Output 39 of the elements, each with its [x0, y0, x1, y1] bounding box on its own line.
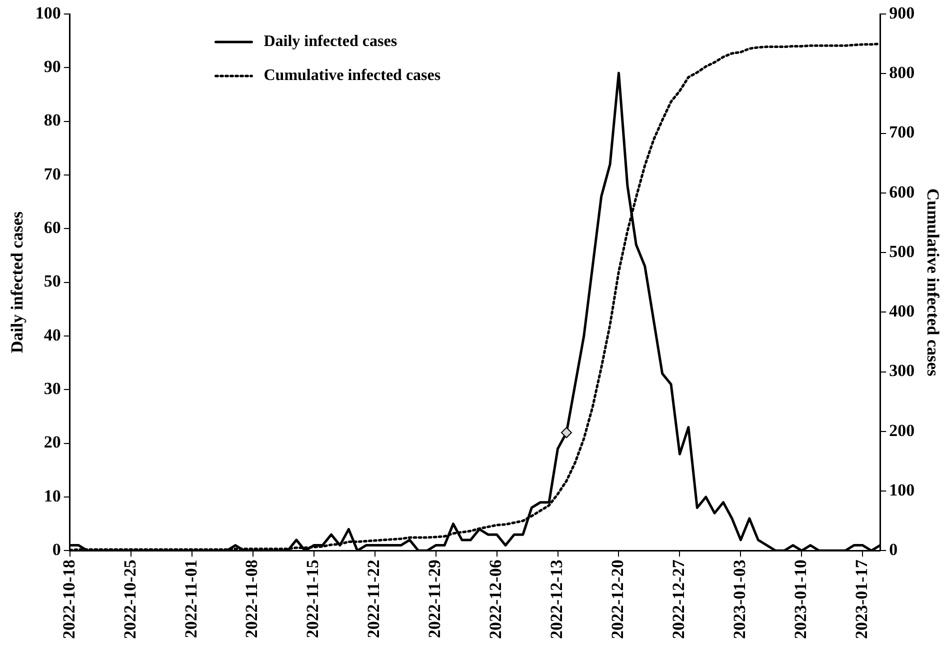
y-tick-label: 70	[44, 164, 61, 184]
y2-tick-label: 700	[889, 122, 915, 142]
y2-tick-label: 800	[889, 63, 915, 82]
y2-tick-label: 300	[889, 361, 915, 380]
y-tick-label: 30	[44, 379, 61, 398]
y2-tick-label: 900	[889, 3, 915, 22]
x-tick-label: 2022-10-18	[59, 560, 78, 640]
y-tick-label: 20	[44, 432, 61, 452]
legend-label: Cumulative infected cases	[264, 67, 441, 84]
x-tick-label: 2022-10-25	[120, 560, 140, 640]
y2-tick-label: 100	[889, 480, 915, 500]
x-tick-label: 2022-11-08	[242, 560, 262, 638]
y-tick-label: 80	[44, 110, 61, 130]
y2-tick-label: 400	[889, 302, 915, 321]
y2-tick-label: 500	[889, 242, 915, 261]
x-tick-label: 2022-12-27	[669, 559, 688, 640]
y-axis-title: Daily infected cases	[8, 211, 27, 354]
y2-tick-label: 0	[889, 540, 898, 560]
x-tick-label: 2023-01-17	[852, 559, 872, 640]
x-tick-label: 2022-12-06	[486, 560, 506, 640]
x-tick-label: 2022-11-29	[425, 560, 444, 638]
x-tick-label: 2022-12-13	[547, 560, 566, 640]
x-tick-label: 2022-11-15	[303, 560, 322, 638]
x-tick-label: 2023-01-03	[730, 560, 750, 640]
y2-axis-title: Cumulative infected cases	[923, 188, 942, 377]
x-tick-label: 2023-01-10	[791, 560, 810, 640]
y-tick-label: 100	[35, 3, 61, 22]
y-tick-label: 60	[44, 218, 61, 238]
x-tick-label: 2022-12-20	[608, 560, 628, 640]
y-tick-label: 90	[44, 57, 61, 76]
x-tick-label: 2022-11-01	[181, 560, 200, 638]
y-tick-label: 40	[44, 325, 61, 344]
y2-tick-label: 200	[889, 420, 915, 440]
y-tick-label: 10	[44, 486, 61, 506]
x-tick-label: 2022-11-22	[364, 560, 384, 638]
y2-tick-label: 600	[889, 182, 915, 202]
y-tick-label: 0	[52, 540, 61, 560]
legend-label: Daily infected cases	[264, 33, 398, 50]
y-tick-label: 50	[44, 272, 61, 291]
